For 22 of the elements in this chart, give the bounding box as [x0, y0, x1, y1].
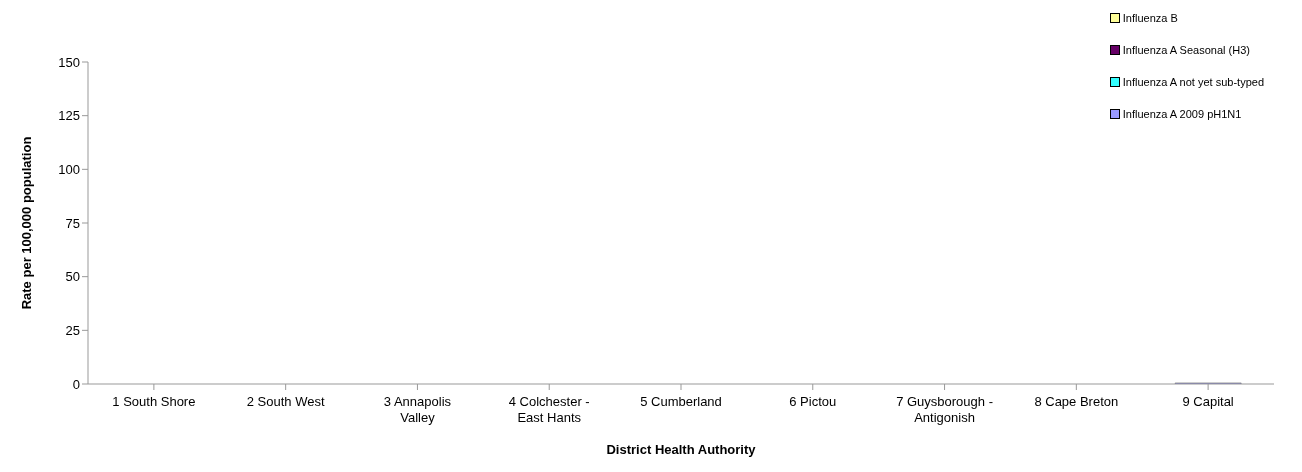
x-tick-label: 9 Capital — [1182, 394, 1234, 409]
legend-label: Influenza A not yet sub-typed — [1122, 76, 1264, 88]
y-axis-title: Rate per 100,000 population — [18, 136, 34, 310]
y-tick-label: 75 — [65, 215, 80, 231]
y-tick-label: 100 — [58, 161, 80, 177]
x-tick-label: 7 Guysborough - Antigonish — [896, 394, 993, 425]
x-tick-label: 6 Pictou — [789, 394, 837, 409]
x-tick-label: 8 Cape Breton — [1034, 394, 1119, 409]
x-tick-label: 3 Annapolis Valley — [383, 394, 452, 425]
legend-label: Influenza B — [1122, 12, 1178, 24]
y-tick-label: 0 — [72, 376, 80, 392]
y-tick-label: 125 — [58, 108, 80, 124]
x-tick-label: 2 South West — [246, 394, 325, 409]
legend-label: Influenza A 2009 pH1N1 — [1122, 108, 1242, 120]
y-tick-label: 25 — [65, 322, 80, 338]
y-tick-label: 50 — [65, 269, 80, 285]
x-tick-label: 4 Colchester - East Hants — [508, 394, 590, 425]
x-axis-title: District Health Authority — [606, 442, 757, 457]
x-tick-label: 1 South Shore — [112, 394, 196, 409]
legend-label: Influenza A Seasonal (H3) — [1122, 44, 1250, 56]
y-tick-label: 150 — [58, 54, 80, 70]
x-tick-label: 5 Cumberland — [640, 394, 722, 409]
